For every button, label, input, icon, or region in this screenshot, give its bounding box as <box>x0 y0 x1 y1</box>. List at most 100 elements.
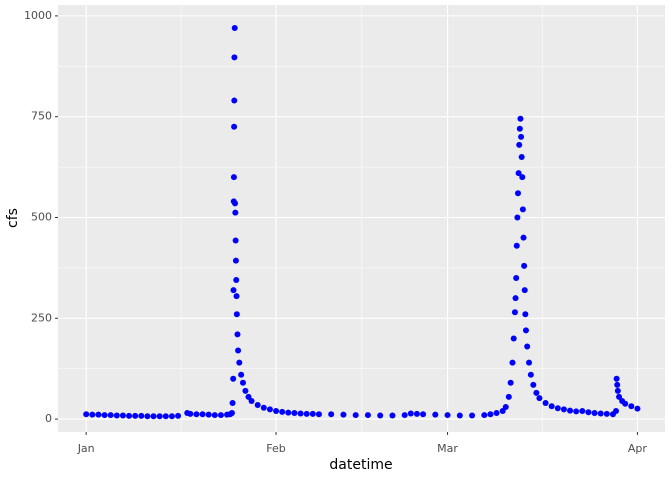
point <box>522 327 529 334</box>
point <box>530 381 537 388</box>
x-tick-label: Apr <box>628 442 648 455</box>
point <box>248 397 255 404</box>
point <box>234 331 241 338</box>
point <box>113 412 120 419</box>
point <box>505 393 512 400</box>
point <box>628 403 635 410</box>
y-axis-title: cfs <box>5 208 21 228</box>
point <box>516 141 523 148</box>
point <box>232 257 239 264</box>
point <box>481 412 488 419</box>
point <box>519 206 526 213</box>
point <box>309 410 316 417</box>
point <box>236 359 243 366</box>
point <box>542 399 549 406</box>
point <box>144 413 151 420</box>
point <box>239 379 246 386</box>
point <box>303 410 310 417</box>
point <box>132 412 139 419</box>
point <box>591 410 598 417</box>
point <box>199 411 206 418</box>
point <box>254 401 261 408</box>
y-tick-label: 500 <box>31 210 52 223</box>
point <box>502 404 509 411</box>
point <box>364 412 371 419</box>
point <box>232 200 239 207</box>
y-tick-label: 1000 <box>24 9 52 22</box>
point <box>521 262 528 269</box>
point <box>518 133 525 140</box>
point <box>612 408 619 415</box>
point <box>162 413 169 420</box>
point <box>456 412 463 419</box>
point <box>511 309 518 316</box>
point <box>407 410 414 417</box>
point <box>231 97 238 104</box>
point <box>560 406 567 413</box>
point <box>83 411 90 418</box>
point <box>193 411 200 418</box>
point <box>232 209 239 216</box>
point <box>401 412 408 419</box>
point <box>527 371 534 378</box>
point <box>273 408 280 415</box>
point <box>150 413 157 420</box>
point <box>238 371 245 378</box>
point <box>554 405 561 412</box>
point <box>507 379 514 386</box>
point <box>516 125 523 132</box>
point <box>614 387 621 394</box>
point <box>509 359 516 366</box>
point <box>469 412 476 419</box>
point <box>522 311 529 318</box>
point <box>231 54 238 61</box>
point <box>614 381 621 388</box>
point <box>493 410 500 417</box>
point <box>603 410 610 417</box>
point <box>187 410 194 417</box>
point <box>510 335 517 342</box>
point <box>232 237 239 244</box>
point <box>229 399 236 406</box>
point <box>573 408 580 415</box>
point <box>266 406 273 413</box>
point <box>533 389 540 396</box>
point <box>211 412 218 419</box>
point <box>285 409 292 416</box>
point <box>518 154 525 161</box>
point <box>315 411 322 418</box>
point <box>119 412 126 419</box>
y-tick-label: 750 <box>31 110 52 123</box>
x-tick-label: Mar <box>437 442 458 455</box>
point <box>487 411 494 418</box>
point <box>536 395 543 402</box>
point <box>526 359 533 366</box>
point <box>205 411 212 418</box>
panel <box>58 5 665 432</box>
point <box>352 412 359 419</box>
point <box>297 410 304 417</box>
point <box>585 409 592 416</box>
point <box>233 293 240 300</box>
point <box>613 375 620 382</box>
point <box>444 412 451 419</box>
point <box>413 410 420 417</box>
point <box>579 408 586 415</box>
point <box>597 410 604 417</box>
point <box>514 190 521 197</box>
point <box>520 234 527 241</box>
point <box>260 404 267 411</box>
x-tick-label: Feb <box>266 442 285 455</box>
point <box>175 412 182 419</box>
point <box>101 412 108 419</box>
point <box>217 412 224 419</box>
x-tick-label: Jan <box>77 442 95 455</box>
point <box>389 412 396 419</box>
point <box>514 214 521 221</box>
point <box>521 287 528 294</box>
point <box>228 410 235 417</box>
point <box>513 242 520 249</box>
point <box>279 408 286 415</box>
point <box>235 347 242 354</box>
point <box>126 412 133 419</box>
